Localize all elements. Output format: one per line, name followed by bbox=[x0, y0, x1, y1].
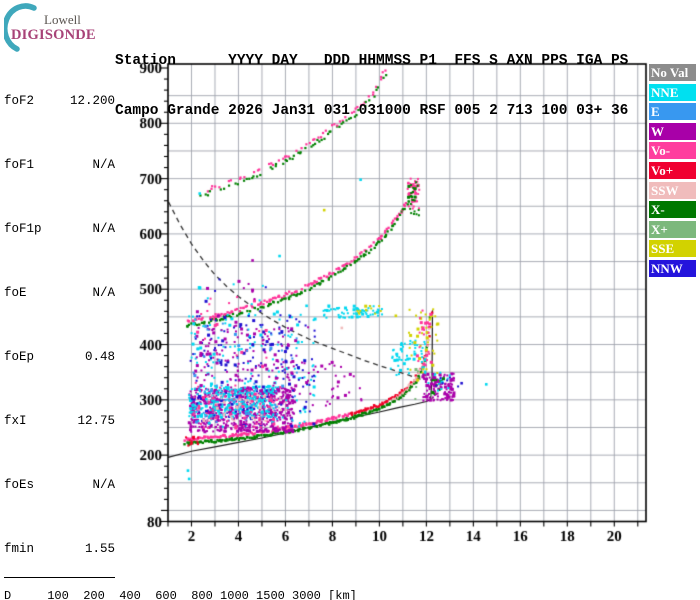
parameter-row: foE N/A bbox=[4, 285, 115, 301]
legend-item: X+ bbox=[649, 220, 696, 238]
direction-legend: No Val NNE E W Vo- Vo+ SSW X- X+ SSE NNW bbox=[649, 64, 697, 280]
parameter-row: foEs N/A bbox=[4, 477, 115, 493]
parameter-value: 12.200 bbox=[69, 94, 115, 108]
parameter-row: fmin 1.55 bbox=[4, 541, 115, 557]
parameter-row: fxI 12.75 bbox=[4, 413, 115, 429]
legend-item: X- bbox=[649, 201, 696, 219]
parameter-label: foEp bbox=[4, 350, 35, 364]
legend-item: E bbox=[649, 103, 696, 121]
parameter-value: 12.75 bbox=[77, 414, 115, 428]
digisonde-logo: Lowell DIGISONDE bbox=[2, 3, 122, 53]
header-field-values: Campo Grande 2026 Jan31 031 031000 RSF 0… bbox=[115, 102, 629, 119]
legend-item: Vo+ bbox=[649, 161, 696, 179]
parameter-value: 1.55 bbox=[84, 542, 115, 556]
parameter-row: foF1p N/A bbox=[4, 221, 115, 237]
parameter-row: foEp 0.48 bbox=[4, 349, 115, 365]
parameter-row: foF1 N/A bbox=[4, 157, 115, 173]
parameter-value: N/A bbox=[92, 158, 115, 172]
parameter-label: foF2 bbox=[4, 94, 35, 108]
legend-item: SSW bbox=[649, 181, 696, 199]
parameter-value: N/A bbox=[92, 286, 115, 300]
parameter-label: foF1p bbox=[4, 222, 42, 236]
legend-item: W bbox=[649, 122, 696, 140]
header-field-names: Station YYYY DAY DDD HHMMSS P1 FFS S AXN… bbox=[115, 53, 629, 69]
header-block: Station YYYY DAY DDD HHMMSS P1 FFS S AXN… bbox=[115, 20, 628, 152]
parameter-label: fmin bbox=[4, 542, 35, 556]
legend-item: SSE bbox=[649, 240, 696, 258]
parameter-value: 0.48 bbox=[84, 350, 115, 364]
logo-lowell-text: Lowell bbox=[44, 12, 81, 27]
parameter-row: foF2 12.200 bbox=[4, 93, 115, 109]
legend-item: NNE bbox=[649, 83, 696, 101]
legend-item: No Val bbox=[649, 64, 696, 81]
legend-item: NNW bbox=[649, 259, 696, 277]
parameter-label: fxI bbox=[4, 414, 27, 428]
parameter-value: N/A bbox=[92, 222, 115, 236]
footer-block: D 100 200 400 600 800 1000 1500 3000 [km… bbox=[4, 556, 694, 600]
logo-swoosh-icon bbox=[2, 3, 37, 52]
parameter-value: N/A bbox=[92, 478, 115, 492]
parameter-panel: foF2 12.200 foF1 N/A foF1p N/A foE N/A f… bbox=[4, 61, 115, 600]
parameter-label: foE bbox=[4, 286, 27, 300]
legend-item: Vo- bbox=[649, 142, 696, 160]
parameter-label: foEs bbox=[4, 478, 35, 492]
parameter-label: foF1 bbox=[4, 158, 35, 172]
logo-digisonde-text: DIGISONDE bbox=[11, 27, 96, 43]
muf-distance-row: D 100 200 400 600 800 1000 1500 3000 [km… bbox=[4, 589, 357, 600]
